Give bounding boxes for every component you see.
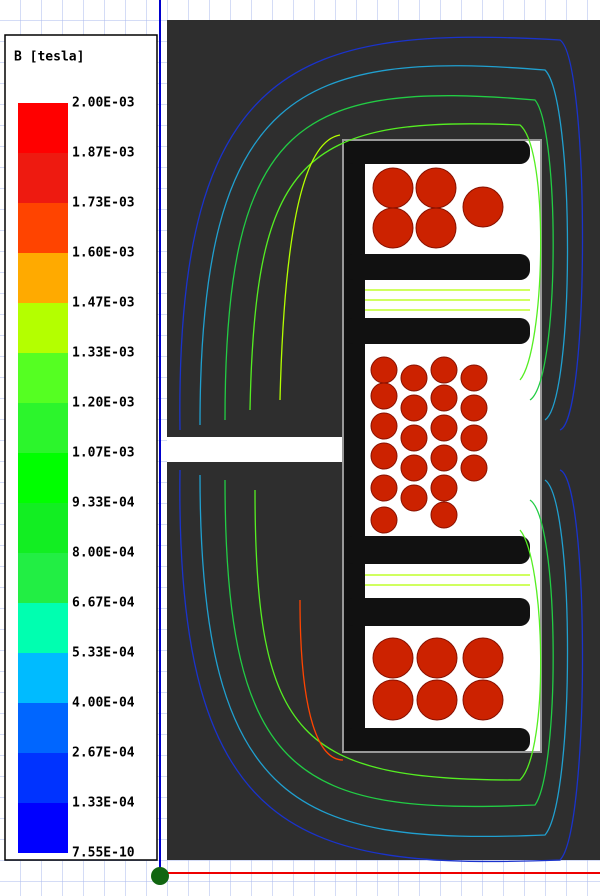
legend-label: 1.20E-03 xyxy=(72,396,135,411)
legend-band xyxy=(18,503,68,553)
origin xyxy=(151,867,169,885)
legend-label: 1.33E-03 xyxy=(72,346,135,361)
legend: B [tesla] 2.00E-03 1.87E-03 1.73E-03 1.60E-… xyxy=(4,34,158,861)
legend-band xyxy=(18,553,68,603)
legend-band xyxy=(18,603,68,653)
legend-label: 1.07E-03 xyxy=(72,446,135,461)
legend-label: 5.33E-04 xyxy=(72,646,135,661)
legend-band xyxy=(18,353,68,403)
geometry xyxy=(167,20,600,860)
conductors xyxy=(370,167,504,721)
legend-band xyxy=(18,303,68,353)
legend-band xyxy=(18,103,68,153)
legend-label: 9.33E-04 xyxy=(72,496,135,511)
legend-band xyxy=(18,453,68,503)
legend-band xyxy=(18,803,68,853)
legend-band xyxy=(18,703,68,753)
legend-label: 1.60E-03 xyxy=(72,246,135,261)
legend-band xyxy=(18,203,68,253)
legend-band xyxy=(18,253,68,303)
legend-label: 6.67E-04 xyxy=(72,596,135,611)
legend-label: 2.00E-03 xyxy=(72,96,135,111)
legend-band xyxy=(18,403,68,453)
legend-label: 2.67E-04 xyxy=(72,746,135,761)
legend-label: 1.47E-03 xyxy=(72,296,135,311)
legend-label: 8.00E-04 xyxy=(72,546,135,561)
legend-title: B [tesla] xyxy=(14,50,84,65)
legend-label: 1.87E-03 xyxy=(72,146,135,161)
legend-label: 1.73E-03 xyxy=(72,196,135,211)
legend-label: 1.33E-04 xyxy=(72,796,135,811)
legend-label: 4.00E-04 xyxy=(72,696,135,711)
field-lines xyxy=(179,36,584,863)
legend-label: 7.55E-10 xyxy=(72,846,135,861)
legend-band xyxy=(18,153,68,203)
legend-band xyxy=(18,653,68,703)
legend-band xyxy=(18,753,68,803)
